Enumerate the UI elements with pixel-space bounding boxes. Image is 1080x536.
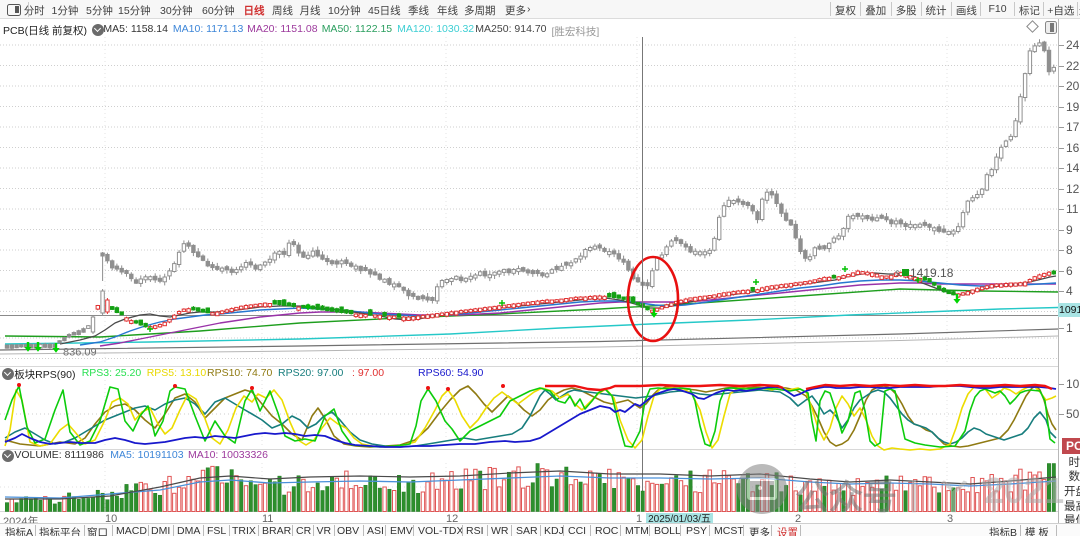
svg-text:1419.18: 1419.18 <box>910 266 954 280</box>
svg-text:s: s <box>895 268 900 279</box>
svg-text:836.09: 836.09 <box>63 347 97 359</box>
